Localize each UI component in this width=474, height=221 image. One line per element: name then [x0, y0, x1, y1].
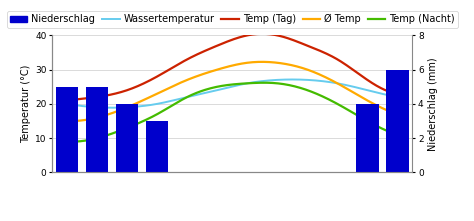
Y-axis label: Temperatur (°C): Temperatur (°C)	[21, 65, 31, 143]
Bar	[56, 87, 78, 172]
Y-axis label: Niederschlag (mm): Niederschlag (mm)	[428, 57, 438, 151]
Bar	[386, 70, 409, 172]
Bar	[356, 104, 379, 172]
Legend: Niederschlag, Wassertemperatur, Temp (Tag), Ø Temp, Temp (Nacht): Niederschlag, Wassertemperatur, Temp (Ta…	[7, 11, 458, 28]
Bar	[86, 87, 109, 172]
Bar	[146, 121, 168, 172]
Bar	[116, 104, 138, 172]
